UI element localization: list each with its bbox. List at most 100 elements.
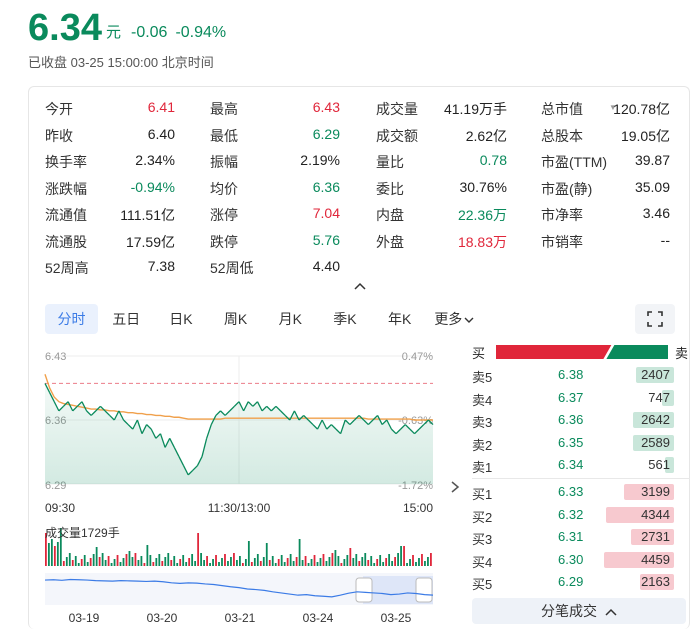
volume-bar (403, 546, 405, 566)
stat-label: 市净率 (541, 207, 583, 223)
volume-bar (197, 533, 200, 566)
tab-6[interactable]: 年K (373, 304, 426, 334)
price-segment (358, 414, 365, 421)
volume-bar (316, 562, 319, 566)
price-segment (280, 410, 286, 416)
volume-bar (209, 563, 211, 566)
stat-value: 4.40 (312, 258, 340, 274)
triangle-down-icon[interactable]: ▼ (609, 103, 617, 112)
price-segment (206, 424, 212, 439)
price-segment (372, 414, 379, 421)
stat-label: 涨停 (210, 207, 238, 223)
volume-bar (155, 558, 158, 566)
price-segment (127, 424, 134, 430)
volume-bar (364, 553, 367, 566)
price-segment (224, 410, 231, 416)
stat-label: 总股本 (541, 127, 583, 144)
stats-row: 涨跌幅 -0.94% 均价 6.36 委比 30.76% 市盈(静) 35.09 (45, 175, 685, 202)
volume-bar (173, 556, 176, 566)
chevron-down-icon (464, 317, 474, 323)
tab-2[interactable]: 日K (154, 304, 207, 334)
tab-0[interactable]: 分时 (45, 304, 98, 334)
fullscreen-button[interactable] (635, 304, 675, 334)
volume-bar (101, 553, 104, 566)
volume-bar (352, 558, 355, 566)
stat-value: 19.05亿 (620, 127, 670, 144)
quote-panel: 今开 6.41 最高 6.43 成交量 41.19万手 总市值 ▼ 120.78亿 昨收 6.40 最… (28, 86, 690, 629)
volume-bar (346, 555, 349, 566)
level-label: 买4 (472, 554, 493, 570)
price-segment (58, 405, 64, 412)
volume-bar (247, 541, 250, 566)
stat-label: 振幅 (210, 154, 238, 170)
volume-bar (59, 528, 62, 566)
price-segment (275, 405, 282, 412)
volume-bar (113, 559, 116, 566)
level-label: 卖3 (472, 415, 493, 431)
volume-bar (110, 563, 113, 566)
volume-bar (361, 557, 364, 566)
volume-bar (337, 556, 340, 566)
trades-button[interactable]: 分笔成交 (472, 598, 686, 624)
volume-bar (77, 563, 80, 566)
five-day-line (44, 578, 434, 598)
price-segment (400, 424, 406, 430)
volume-bar (86, 562, 89, 566)
volume-bar (47, 543, 50, 566)
stats-row: 52周高 7.38 52周低 4.40 (45, 254, 685, 281)
stat-value: 17.59亿 (125, 233, 175, 250)
volume-bar (412, 555, 414, 566)
price-segment (132, 419, 138, 430)
tab-label: 五日 (112, 311, 141, 327)
level-volume-bar (662, 389, 674, 406)
price-segment (76, 401, 83, 407)
stat-value: 30.76% (459, 178, 507, 195)
range-handle-right[interactable] (415, 577, 433, 603)
price-segment (238, 401, 245, 412)
price-segment (303, 414, 309, 421)
volume-label: 成交量1729手 (45, 526, 120, 540)
level-volume: 2589 (641, 434, 670, 450)
volume-bar (373, 563, 376, 566)
volume-bar (298, 539, 301, 566)
volume-bar (349, 548, 352, 566)
price-segment (67, 401, 74, 412)
tab-5[interactable]: 季K (318, 304, 371, 334)
stats-grid: 今开 6.41 最高 6.43 成交量 41.19万手 总市值 ▼ 120.78亿 昨收 6.40 最… (45, 95, 685, 281)
price-change: -0.06 (130, 24, 168, 41)
tab-7[interactable]: 更多 (428, 304, 481, 334)
volume-bar (191, 554, 194, 566)
volume-bar (385, 558, 388, 566)
chevron-up-icon (354, 282, 366, 290)
tab-label: 日K (169, 311, 193, 327)
volume-bar (325, 561, 328, 566)
buy-level-row: 买4 6.30 4459 (472, 549, 690, 571)
tab-4[interactable]: 月K (264, 304, 317, 334)
volume-bar (146, 545, 149, 566)
price-segment (247, 401, 254, 407)
volume-bar (331, 553, 334, 566)
price-segment (395, 428, 402, 435)
volume-bar (424, 561, 426, 566)
volume-bar (301, 560, 304, 566)
volume-bar (125, 554, 128, 566)
price-segment (141, 424, 148, 435)
price-segment (418, 424, 425, 430)
range-handle-left[interactable] (355, 577, 373, 603)
price-area (45, 383, 433, 484)
stat-value: 6.41 (147, 99, 175, 115)
price-segment (363, 419, 369, 426)
price-segment (210, 415, 217, 425)
price-segment (123, 419, 129, 426)
tab-3[interactable]: 周K (209, 304, 262, 334)
price-segment (354, 414, 360, 421)
volume-bar (427, 557, 429, 566)
volume-bar (307, 563, 310, 566)
expand-order-book-button[interactable] (450, 480, 460, 497)
tab-1[interactable]: 五日 (100, 304, 153, 334)
sell-ratio-label: 卖 (674, 346, 688, 361)
level-price: 6.33 (558, 484, 584, 499)
collapse-stats-button[interactable] (354, 280, 366, 294)
price-segment (284, 414, 291, 421)
level-volume-bar (605, 506, 674, 523)
